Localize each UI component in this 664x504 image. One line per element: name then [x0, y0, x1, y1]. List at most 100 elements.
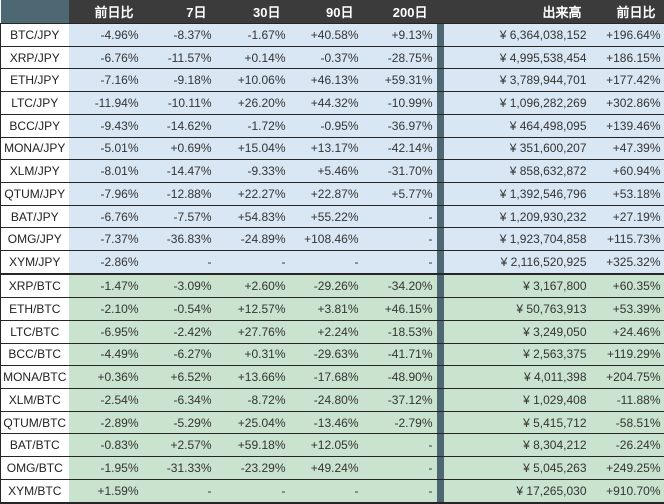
header-divider — [436, 0, 444, 24]
volume-day-change-cell: +910.70% — [590, 478, 664, 503]
pair-cell: OMG/JPY — [0, 227, 69, 251]
volume-cell: ¥ 464,498,095 — [443, 113, 591, 138]
change-cell-200d: +46.15% — [362, 297, 437, 321]
change-cell-30d: +54.83% — [215, 204, 290, 228]
header-row: 前日比 7日 30日 90日 200日 出来高 前日比 — [0, 0, 664, 24]
change-cell-30d: +0.14% — [215, 45, 290, 69]
change-cell-30d: -1.67% — [215, 23, 290, 47]
change-cell-200d: +59.31% — [362, 68, 437, 92]
change-cell-30d: +2.60% — [215, 273, 290, 298]
row-divider — [436, 159, 444, 183]
change-cell-90d: - — [289, 250, 363, 275]
change-cell-1d: -2.54% — [68, 388, 143, 412]
change-cell-30d: - — [215, 478, 290, 503]
change-cell-30d: +22.27% — [215, 182, 290, 206]
volume-day-change-cell: +53.39% — [590, 297, 664, 321]
volume-day-change-cell: -26.24% — [590, 433, 664, 457]
volume-cell: ¥ 1,923,704,858 — [443, 227, 591, 251]
change-cell-1d: -7.37% — [68, 227, 143, 251]
change-cell-7d: -14.62% — [142, 113, 216, 138]
corner-cell — [0, 0, 69, 24]
volume-day-change-cell: +119.29% — [590, 342, 664, 366]
table-row: LTC/BTC -6.95% -2.42% +27.76% +2.24% -18.53% ¥… — [0, 319, 664, 344]
row-divider — [436, 388, 444, 412]
volume-cell: ¥ 1,029,408 — [443, 388, 591, 412]
change-cell-1d: -6.76% — [68, 45, 143, 69]
change-cell-200d: - — [362, 478, 437, 503]
row-divider — [436, 182, 444, 206]
change-cell-1d: -4.49% — [68, 342, 143, 366]
table-row: ETH/JPY -7.16% -9.18% +10.06% +46.13% +59.31%… — [0, 68, 664, 92]
change-cell-90d: +5.46% — [289, 159, 363, 183]
change-cell-1d: -1.95% — [68, 456, 143, 480]
table-row: BAT/BTC -0.83% +2.57% +59.18% +12.05% - ¥ 8,30… — [0, 433, 664, 457]
change-cell-200d: - — [362, 456, 437, 480]
volume-day-change-cell: +60.35% — [590, 273, 664, 298]
row-divider — [436, 478, 444, 503]
column-header-30d: 30日 — [215, 0, 290, 24]
change-cell-1d: +0.36% — [68, 365, 143, 389]
volume-day-change-cell: +196.64% — [590, 23, 664, 47]
table-row: BAT/JPY -6.76% -7.57% +54.83% +55.22% - ¥ 1,20… — [0, 204, 664, 228]
change-cell-30d: +25.04% — [215, 410, 290, 434]
table-row: XYM/BTC +1.59% - - - - ¥ 17,265,030 +910.70% — [0, 478, 664, 503]
change-cell-30d: -1.72% — [215, 113, 290, 138]
pair-cell: BAT/JPY — [0, 204, 69, 228]
row-divider — [436, 342, 444, 366]
volume-cell: ¥ 858,632,872 — [443, 159, 591, 183]
pair-cell: XLM/JPY — [0, 159, 69, 183]
table-header: 前日比 7日 30日 90日 200日 出来高 前日比 — [0, 0, 664, 24]
change-cell-200d: -48.90% — [362, 365, 437, 389]
change-cell-30d: -23.29% — [215, 456, 290, 480]
pair-cell: XRP/JPY — [0, 45, 69, 69]
volume-cell: ¥ 3,249,050 — [443, 319, 591, 344]
change-cell-90d: -24.80% — [289, 388, 363, 412]
volume-day-change-cell: -58.51% — [590, 410, 664, 434]
change-cell-200d: -2.79% — [362, 410, 437, 434]
table-row: BTC/JPY -4.96% -8.37% -1.67% +40.58% +9.13% ¥ … — [0, 23, 664, 47]
volume-cell: ¥ 1,209,930,232 — [443, 204, 591, 228]
change-cell-90d: -0.37% — [289, 45, 363, 69]
change-cell-200d: -41.71% — [362, 342, 437, 366]
change-cell-1d: -9.43% — [68, 113, 143, 138]
change-cell-90d: -17.68% — [289, 365, 363, 389]
volume-cell: ¥ 1,392,546,796 — [443, 182, 591, 206]
volume-cell: ¥ 2,116,520,925 — [443, 250, 591, 275]
change-cell-90d: - — [289, 478, 363, 503]
change-cell-90d: +46.13% — [289, 68, 363, 92]
row-divider — [436, 433, 444, 457]
column-header-day-change: 前日比 — [68, 0, 143, 24]
row-divider — [436, 319, 444, 344]
pair-cell: QTUM/BTC — [0, 410, 69, 434]
volume-day-change-cell: +47.39% — [590, 136, 664, 160]
table-row: OMG/JPY -7.37% -36.83% -24.89% +108.46% - ¥ 1,… — [0, 227, 664, 251]
change-cell-90d: -13.46% — [289, 410, 363, 434]
volume-cell: ¥ 5,415,712 — [443, 410, 591, 434]
change-cell-200d: - — [362, 250, 437, 275]
change-cell-200d: -36.97% — [362, 113, 437, 138]
volume-day-change-cell: +186.15% — [590, 45, 664, 69]
change-cell-1d: +1.59% — [68, 478, 143, 503]
table-body: BTC/JPY -4.96% -8.37% -1.67% +40.58% +9.13% ¥ … — [0, 23, 664, 503]
row-divider — [436, 250, 444, 275]
row-divider — [436, 227, 444, 251]
table-row: QTUM/BTC -2.89% -5.29% +25.04% -13.46% -2.79%… — [0, 410, 664, 434]
volume-cell: ¥ 4,011,398 — [443, 365, 591, 389]
change-cell-1d: -7.96% — [68, 182, 143, 206]
change-cell-30d: +27.76% — [215, 319, 290, 344]
pair-cell: LTC/BTC — [0, 319, 69, 344]
change-cell-7d: -8.37% — [142, 23, 216, 47]
volume-day-change-cell: +27.19% — [590, 204, 664, 228]
change-cell-90d: +44.32% — [289, 91, 363, 115]
change-cell-200d: +5.77% — [362, 182, 437, 206]
volume-day-change-cell: +53.18% — [590, 182, 664, 206]
table-row: ETH/BTC -2.10% -0.54% +12.57% +3.81% +46.15% ¥… — [0, 297, 664, 321]
change-cell-7d: -10.11% — [142, 91, 216, 115]
volume-day-change-cell: +139.46% — [590, 113, 664, 138]
change-cell-200d: - — [362, 227, 437, 251]
table-row: MONA/JPY -5.01% +0.69% +15.04% +13.17% -42.14… — [0, 136, 664, 160]
volume-cell: ¥ 3,167,800 — [443, 273, 591, 298]
pair-cell: XLM/BTC — [0, 388, 69, 412]
change-cell-7d: +2.57% — [142, 433, 216, 457]
change-cell-90d: +108.46% — [289, 227, 363, 251]
